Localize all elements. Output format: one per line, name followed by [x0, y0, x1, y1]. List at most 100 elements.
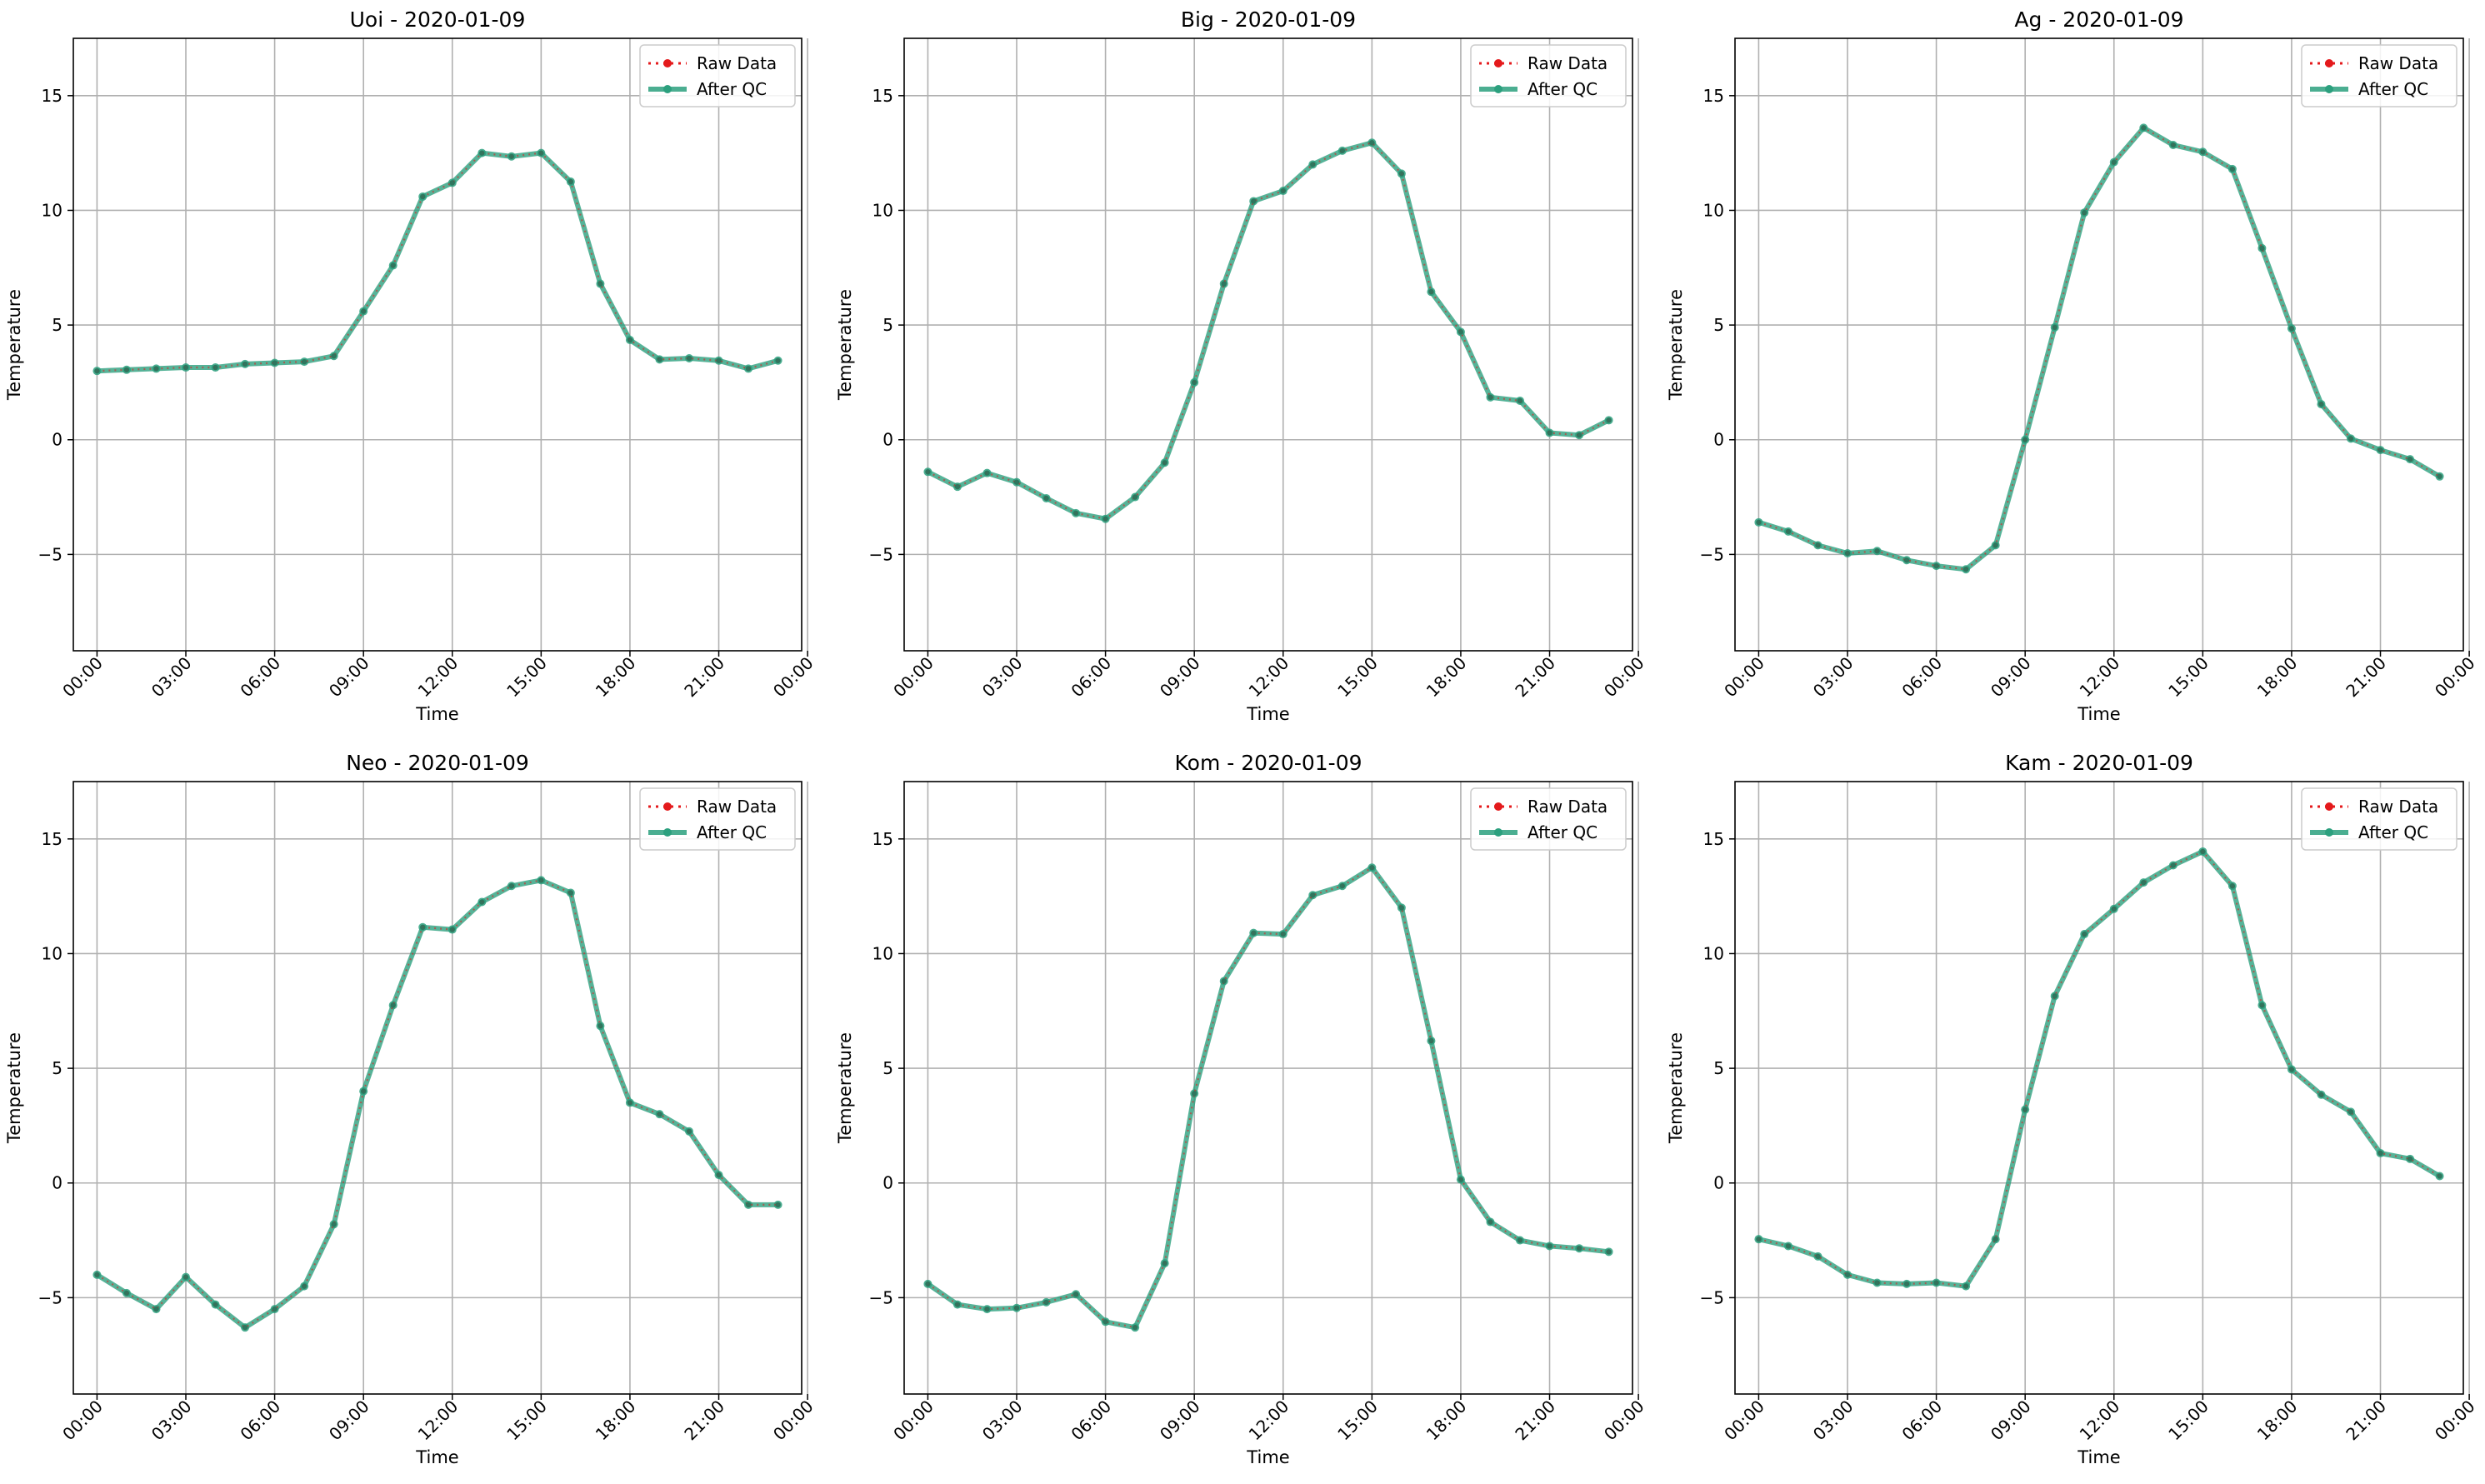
chart-0-raw-point-9 — [360, 308, 367, 314]
chart-5-xtick-label-8: 00:00 — [2431, 1397, 2479, 1445]
chart-2-xtick-label-4: 12:00 — [2076, 653, 2124, 702]
chart-3-raw-point-6 — [272, 1306, 278, 1312]
chart-0-raw-point-20 — [686, 355, 692, 362]
chart-0-raw-point-0 — [94, 367, 100, 374]
chart-4-xtick-label-2: 06:00 — [1067, 1397, 1115, 1445]
chart-4-xtick-label-8: 00:00 — [1600, 1397, 1648, 1445]
chart-1-xtick-label-2: 06:00 — [1067, 653, 1115, 702]
chart-1-legend-qc-label: After QC — [1528, 79, 1598, 99]
chart-0-raw-point-16 — [568, 178, 574, 185]
chart-0-raw-point-5 — [242, 361, 248, 367]
chart-0-title: Uoi - 2020-01-09 — [350, 7, 526, 32]
chart-2-raw-point-9 — [2022, 437, 2028, 442]
chart-1-raw-point-22 — [1576, 432, 1582, 438]
chart-2-panel: Ag - 2020-01-09 −5 0 5 10 15 00:00 03:00 06:00 09… — [1666, 7, 2479, 724]
chart-4-raw-point-10 — [1221, 978, 1227, 984]
chart-1-raw-point-19 — [1488, 394, 1493, 401]
chart-3-xtick-label-4: 12:00 — [414, 1397, 462, 1445]
chart-0-raw-point-14 — [508, 153, 515, 159]
chart-4-ytick-label-4: 15 — [872, 829, 893, 849]
chart-5-raw-point-13 — [2141, 879, 2147, 886]
chart-1-raw-point-17 — [1428, 288, 1434, 295]
chart-1-raw-point-21 — [1547, 430, 1552, 436]
chart-4-raw-point-2 — [984, 1306, 990, 1312]
chart-1-raw-point-15 — [1369, 140, 1375, 146]
chart-3-raw-point-5 — [242, 1324, 248, 1331]
chart-2-raw-point-5 — [1903, 557, 1910, 563]
chart-5-xtick-label-3: 09:00 — [1987, 1397, 2035, 1445]
chart-1-raw-point-12 — [1280, 187, 1286, 194]
chart-1-xtick-label-4: 12:00 — [1245, 653, 1293, 702]
chart-0-raw-point-4 — [212, 364, 218, 371]
chart-3-raw-point-3 — [182, 1274, 189, 1280]
chart-1-raw-point-8 — [1162, 460, 1168, 466]
chart-1-ylabel: Temperature — [835, 289, 855, 401]
chart-4-series-raw-line — [927, 866, 1609, 1329]
chart-1-raw-point-13 — [1310, 162, 1316, 167]
chart-5-raw-point-2 — [1815, 1253, 1821, 1260]
chart-4-xlabel: Time — [1246, 1447, 1289, 1467]
chart-4-raw-point-4 — [1043, 1299, 1049, 1306]
chart-3-raw-point-9 — [360, 1088, 367, 1094]
chart-2-raw-point-19 — [2318, 401, 2324, 407]
chart-2-xtick-label-3: 09:00 — [1987, 653, 2035, 702]
chart-1-raw-point-1 — [954, 483, 961, 490]
chart-5-legend-raw-marker — [2325, 802, 2333, 811]
chart-3-raw-point-10 — [390, 1002, 396, 1008]
chart-0-ytick-label-1: 0 — [52, 430, 62, 450]
chart-3-raw-point-20 — [686, 1128, 692, 1135]
chart-2-raw-point-6 — [1933, 562, 1939, 569]
chart-0-xtick-label-0: 00:00 — [58, 653, 107, 702]
chart-3-ytick-label-0: −5 — [38, 1287, 62, 1307]
chart-0-legend-raw-label: Raw Data — [697, 53, 777, 73]
chart-4-raw-point-14 — [1339, 883, 1346, 889]
chart-3-raw-point-17 — [598, 1022, 603, 1029]
chart-1-raw-point-3 — [1013, 479, 1020, 485]
chart-3-raw-point-11 — [420, 924, 426, 931]
chart-2-legend-raw-label: Raw Data — [2358, 53, 2438, 73]
chart-1-xtick-label-6: 18:00 — [1422, 653, 1471, 702]
chart-5-raw-point-3 — [1844, 1272, 1851, 1278]
chart-5-ylabel: Temperature — [1666, 1032, 1686, 1144]
chart-1-raw-point-6 — [1102, 516, 1108, 522]
chart-3-raw-point-8 — [331, 1222, 337, 1227]
chart-3-raw-point-19 — [657, 1111, 662, 1117]
chart-5-raw-point-6 — [1933, 1280, 1939, 1286]
chart-2-raw-point-1 — [1785, 528, 1792, 535]
chart-0-raw-point-15 — [538, 150, 544, 156]
chart-1-title: Big - 2020-01-09 — [1181, 7, 1356, 32]
chart-5-xlabel: Time — [2077, 1447, 2120, 1467]
chart-2-raw-point-11 — [2082, 210, 2088, 216]
chart-3-raw-point-14 — [508, 883, 515, 889]
chart-5-raw-point-15 — [2200, 848, 2206, 855]
chart-4-raw-point-22 — [1576, 1245, 1582, 1252]
chart-0-raw-point-18 — [627, 337, 633, 343]
chart-5-xtick-label-2: 06:00 — [1898, 1397, 1946, 1445]
chart-1-raw-point-20 — [1517, 397, 1523, 404]
chart-4-ytick-label-3: 10 — [872, 943, 893, 963]
chart-4-raw-point-1 — [954, 1302, 961, 1307]
chart-4-raw-point-6 — [1102, 1319, 1108, 1325]
chart-5-raw-point-17 — [2259, 1002, 2265, 1008]
chart-4-legend-qc-marker — [1494, 828, 1502, 837]
chart-5-xtick-label-4: 12:00 — [2076, 1397, 2124, 1445]
chart-2-xtick-label-8: 00:00 — [2431, 653, 2479, 702]
chart-4-raw-point-11 — [1251, 930, 1257, 936]
chart-2-raw-point-18 — [2288, 326, 2295, 332]
chart-1-xtick-label-3: 09:00 — [1156, 653, 1204, 702]
chart-3-raw-point-16 — [568, 890, 574, 896]
chart-0-ytick-label-3: 10 — [42, 200, 62, 220]
chart-1-ytick-label-3: 10 — [872, 200, 893, 220]
chart-3-raw-point-22 — [745, 1202, 752, 1208]
chart-2-raw-point-7 — [1962, 567, 1969, 572]
chart-0-raw-point-10 — [390, 262, 396, 268]
chart-2-legend-qc-marker — [2325, 85, 2333, 93]
chart-0-raw-point-23 — [775, 357, 781, 363]
chart-4-raw-point-12 — [1280, 931, 1286, 937]
chart-4-raw-point-18 — [1458, 1177, 1464, 1182]
chart-3-xtick-label-2: 06:00 — [236, 1397, 284, 1445]
chart-1-raw-point-9 — [1191, 379, 1198, 386]
chart-3-raw-point-1 — [123, 1290, 130, 1297]
chart-5-xtick-label-7: 21:00 — [2342, 1397, 2390, 1445]
chart-0-raw-point-12 — [449, 180, 455, 186]
